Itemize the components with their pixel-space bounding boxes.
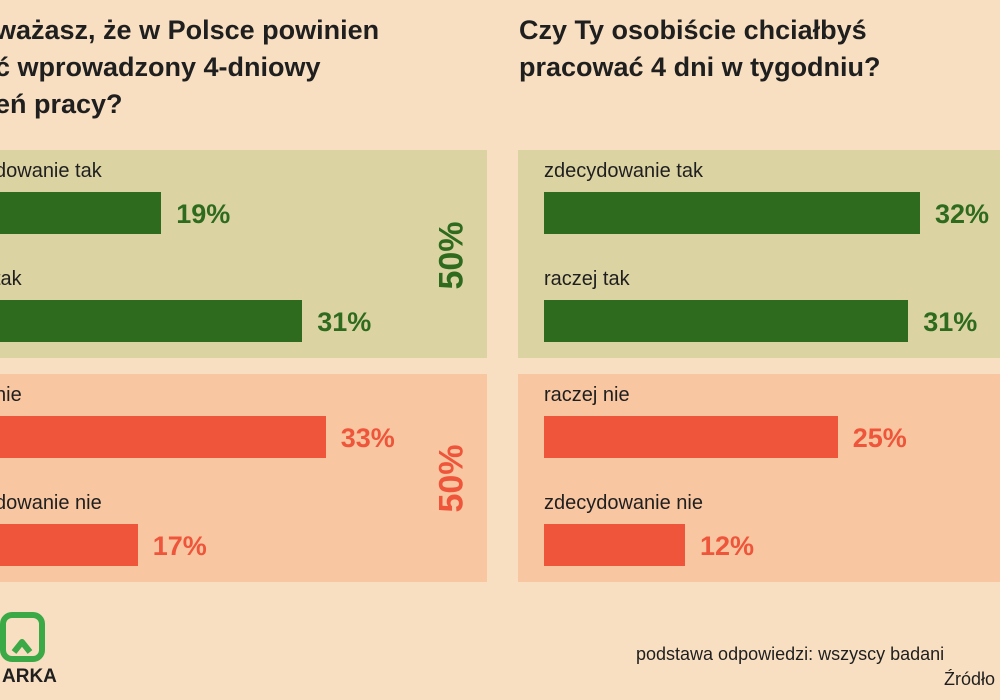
value-label: 31% [317, 307, 372, 337]
value-label: 25% [852, 423, 907, 453]
category-label: dowanie tak [0, 160, 102, 182]
category-label: raczej tak [544, 268, 630, 290]
category-label: dowanie nie [0, 492, 102, 514]
total-no-left: 50% [432, 444, 471, 513]
logo-text: ARKA [2, 666, 57, 687]
category-label: nie [0, 384, 22, 406]
bar [0, 524, 138, 566]
bar [544, 300, 909, 342]
bar [0, 300, 303, 342]
category-label: zdecydowanie tak [544, 160, 703, 182]
bar [0, 416, 326, 458]
value-label: 17% [152, 531, 207, 561]
logo-icon [0, 612, 45, 662]
footer-basis: podstawa odpowiedzi: wszyscy badani [636, 644, 945, 664]
bar [544, 416, 838, 458]
footer-source: Źródło [944, 669, 996, 689]
total-yes-left: 50% [432, 221, 471, 290]
value-label: 32% [935, 199, 990, 229]
category-label: raczej nie [544, 384, 630, 406]
bar [544, 524, 685, 566]
bar [544, 192, 920, 234]
value-label: 12% [700, 531, 755, 561]
value-label: 33% [340, 423, 395, 453]
bar [0, 192, 162, 234]
category-label: zdecydowanie nie [544, 492, 703, 514]
category-label: tak [0, 268, 22, 290]
value-label: 19% [176, 199, 231, 229]
value-label: 31% [923, 307, 978, 337]
chart-title-right: Czy Ty osobiście chciałbyś pracować 4 dn… [519, 15, 881, 82]
chart-title-left: ważasz, że w Polsce powinien ć wprowadzo… [0, 15, 380, 119]
